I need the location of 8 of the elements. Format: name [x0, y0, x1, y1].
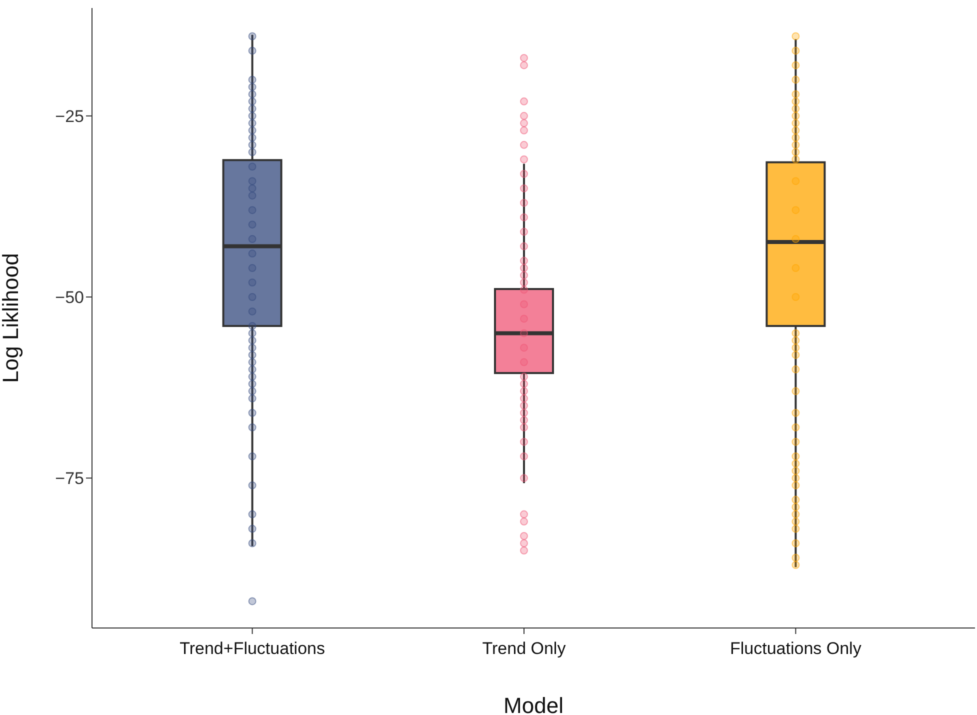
- y-tick-label: −50: [55, 288, 84, 308]
- y-axis-title: Log Liklihood: [0, 253, 23, 383]
- y-tick-label: −75: [55, 469, 84, 488]
- x-tick-label: Trend Only: [482, 639, 566, 658]
- y-tick-label: −25: [55, 106, 84, 126]
- x-axis-title: Model: [504, 693, 564, 715]
- x-tick-label: Fluctuations Only: [730, 639, 862, 658]
- x-tick-label: Trend+Fluctuations: [180, 639, 325, 658]
